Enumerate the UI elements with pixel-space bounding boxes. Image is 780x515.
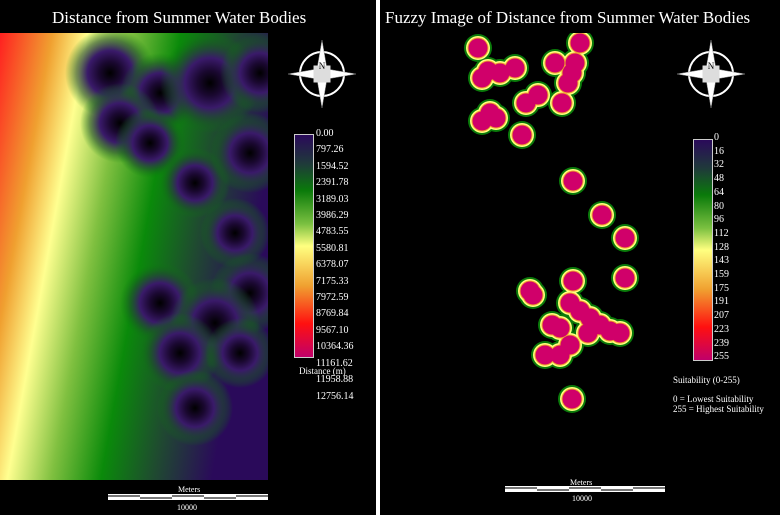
legend-value: 9567.10 [316,324,349,336]
legend-value: 12756.14 [316,390,354,402]
suitable-area [535,345,555,365]
suitable-area [505,58,525,78]
suitable-area [563,171,583,191]
suitable-area [570,33,590,53]
legend-value: 11958.88 [316,374,354,386]
distance-legend-ramp [294,134,314,358]
legend-value: 7972.59 [316,292,349,304]
suitable-area [615,268,635,288]
suitability-legend-ramp [693,139,713,361]
legend-note-low: 0 = Lowest Suitability [673,394,754,404]
legend-value: 207 [714,310,729,322]
legend-value: 0.00 [316,128,334,139]
legend-value: 64 [714,186,724,198]
suitable-area [592,205,612,225]
legend-value: 128 [714,241,729,253]
suitable-area [542,315,562,335]
svg-text:N: N [319,61,326,71]
scale-bar [108,494,268,500]
legend-value: 223 [714,323,729,335]
map-title: Distance from Summer Water Bodies [52,8,307,27]
suitable-area [512,125,532,145]
legend-value: 3986.29 [316,210,349,222]
legend-value: 32 [714,159,724,171]
distance-raster [0,33,268,480]
map-title: Fuzzy Image of Distance from Summer Wate… [385,8,751,27]
legend-value: 1594.52 [316,160,349,172]
legend-title: Distance (m) [299,366,346,376]
legend-value: 175 [714,282,729,294]
legend-note-high: 255 = Highest Suitability [673,404,764,414]
legend-value: 48 [714,173,724,185]
suitable-area [563,271,583,291]
legend-value: 8769.84 [316,308,349,320]
legend-value: 80 [714,200,724,212]
legend-value: 112 [714,227,729,239]
legend-title: Suitability (0-255) [673,375,740,385]
compass-rose-icon: N [288,39,356,109]
legend-value: 143 [714,255,729,267]
suitable-area [472,68,492,88]
legend-value: 2391.78 [316,177,349,189]
suitable-area [562,63,582,83]
legend-value: 5580.81 [316,242,349,254]
legend-value: 96 [714,214,724,226]
suitable-area [490,63,510,83]
legend-value: 3189.03 [316,193,349,205]
legend-value: 255 [714,351,729,363]
legend-value: 11161.62 [316,357,353,369]
scale-value: 10000 [572,494,592,503]
legend-value: 191 [714,296,729,308]
legend-value: 10364.36 [316,341,354,353]
suitable-area [552,93,572,113]
suitable-area [520,281,540,301]
compass-rose-icon: N [677,39,745,109]
legend-value: 239 [714,337,729,349]
suitable-area [560,335,580,355]
suitability-legend-labels: 0 16 32 48 64 80 96 112 128 143 159 175 191 207 223 239… [714,131,729,364]
svg-text:N: N [708,61,715,71]
suitable-area [562,389,582,409]
suitable-area [528,85,548,105]
legend-value: 0 [714,132,719,143]
legend-value: 6378.07 [316,259,349,271]
water-bodies [65,33,268,446]
distance-legend-labels: 0.00 797.26 1594.52 2391.78 3189.03 3986.29 47… [316,126,354,405]
suitable-areas [464,33,639,413]
legend-value: 16 [714,145,724,157]
scale-unit: Meters [178,485,201,494]
legend-value: 7175.33 [316,275,349,287]
legend-value: 4783.55 [316,226,349,238]
suitable-area [545,53,565,73]
scale-bar [505,486,665,492]
legend-value: 797.26 [316,144,344,156]
suitability-raster [464,33,639,413]
scale-value: 10000 [177,503,197,512]
distance-map-panel: Distance from Summer Water Bodies N 0.00… [0,0,376,515]
scale-unit: Meters [570,478,593,487]
suitable-area [468,38,488,58]
suitable-area [615,228,635,248]
suitable-area [486,108,506,128]
fuzzy-map-panel: Fuzzy Image of Distance from Summer Wate… [380,0,780,515]
legend-value: 159 [714,269,729,281]
suitable-area [610,323,630,343]
suitable-area [578,323,598,343]
